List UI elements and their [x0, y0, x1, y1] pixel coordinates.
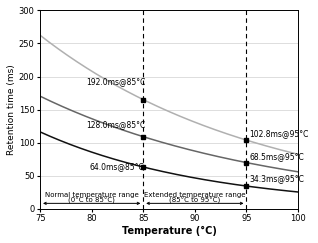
- Text: 34.3ms@95°C: 34.3ms@95°C: [250, 174, 304, 183]
- Y-axis label: Retention time (ms): Retention time (ms): [7, 64, 16, 155]
- Text: (0°C to 85°C): (0°C to 85°C): [68, 197, 115, 204]
- Text: 64.0ms@85°C: 64.0ms@85°C: [90, 162, 144, 171]
- Text: (85°C to 95°C): (85°C to 95°C): [169, 197, 220, 204]
- Text: 68.5ms@95°C: 68.5ms@95°C: [250, 152, 304, 161]
- Text: 192.0ms@85°C: 192.0ms@85°C: [86, 78, 146, 87]
- Text: Normal temperature range: Normal temperature range: [45, 192, 139, 198]
- Text: 102.8ms@95°C: 102.8ms@95°C: [250, 129, 309, 138]
- X-axis label: Temperature (°C): Temperature (°C): [122, 226, 217, 236]
- Text: 128.0ms@85°C: 128.0ms@85°C: [86, 120, 146, 129]
- Text: Extended temperature range: Extended temperature range: [144, 192, 245, 198]
